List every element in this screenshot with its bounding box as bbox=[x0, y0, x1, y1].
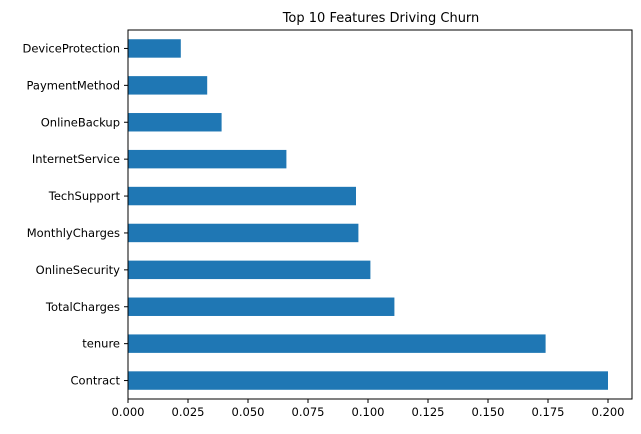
bar-Contract bbox=[128, 371, 608, 390]
x-tick-label: 0.100 bbox=[352, 405, 385, 419]
bars-layer bbox=[128, 39, 608, 390]
x-tick-label: 0.125 bbox=[412, 405, 445, 419]
y-tick-label: InternetService bbox=[32, 152, 120, 166]
y-tick-label: OnlineBackup bbox=[41, 115, 120, 129]
bar-OnlineBackup bbox=[128, 113, 222, 132]
y-tick-label: OnlineSecurity bbox=[36, 263, 121, 277]
bar-DeviceProtection bbox=[128, 39, 181, 58]
y-tick-label: PaymentMethod bbox=[27, 78, 120, 92]
plot-frame bbox=[127, 29, 633, 400]
x-tick-label: 0.200 bbox=[592, 405, 625, 419]
x-tick-label: 0.025 bbox=[172, 405, 205, 419]
bar-MonthlyCharges bbox=[128, 223, 359, 243]
bar-PaymentMethod bbox=[128, 76, 208, 95]
bar-tenure bbox=[128, 334, 546, 353]
y-tick-label: TechSupport bbox=[48, 189, 121, 203]
x-tick-label: 0.150 bbox=[472, 405, 505, 419]
y-tick-label: TotalCharges bbox=[45, 300, 120, 314]
x-tick-label: 0.050 bbox=[232, 405, 265, 419]
x-tick-label: 0.000 bbox=[112, 405, 145, 419]
y-tick-label: MonthlyCharges bbox=[27, 226, 120, 240]
x-tick-label: 0.075 bbox=[292, 405, 325, 419]
y-tick-label: Contract bbox=[71, 374, 121, 388]
bar-OnlineSecurity bbox=[128, 260, 371, 280]
bar-TotalCharges bbox=[128, 297, 395, 316]
x-tick-label: 0.175 bbox=[532, 405, 565, 419]
y-tick-label: tenure bbox=[82, 337, 120, 351]
chart-title: Top 10 Features Driving Churn bbox=[282, 11, 480, 26]
axes-layer: Contract tenure TotalCharges OnlineSecurity… bbox=[22, 29, 633, 419]
y-tick-label: DeviceProtection bbox=[22, 41, 120, 55]
bar-TechSupport bbox=[128, 186, 356, 206]
bar-InternetService bbox=[128, 149, 287, 169]
